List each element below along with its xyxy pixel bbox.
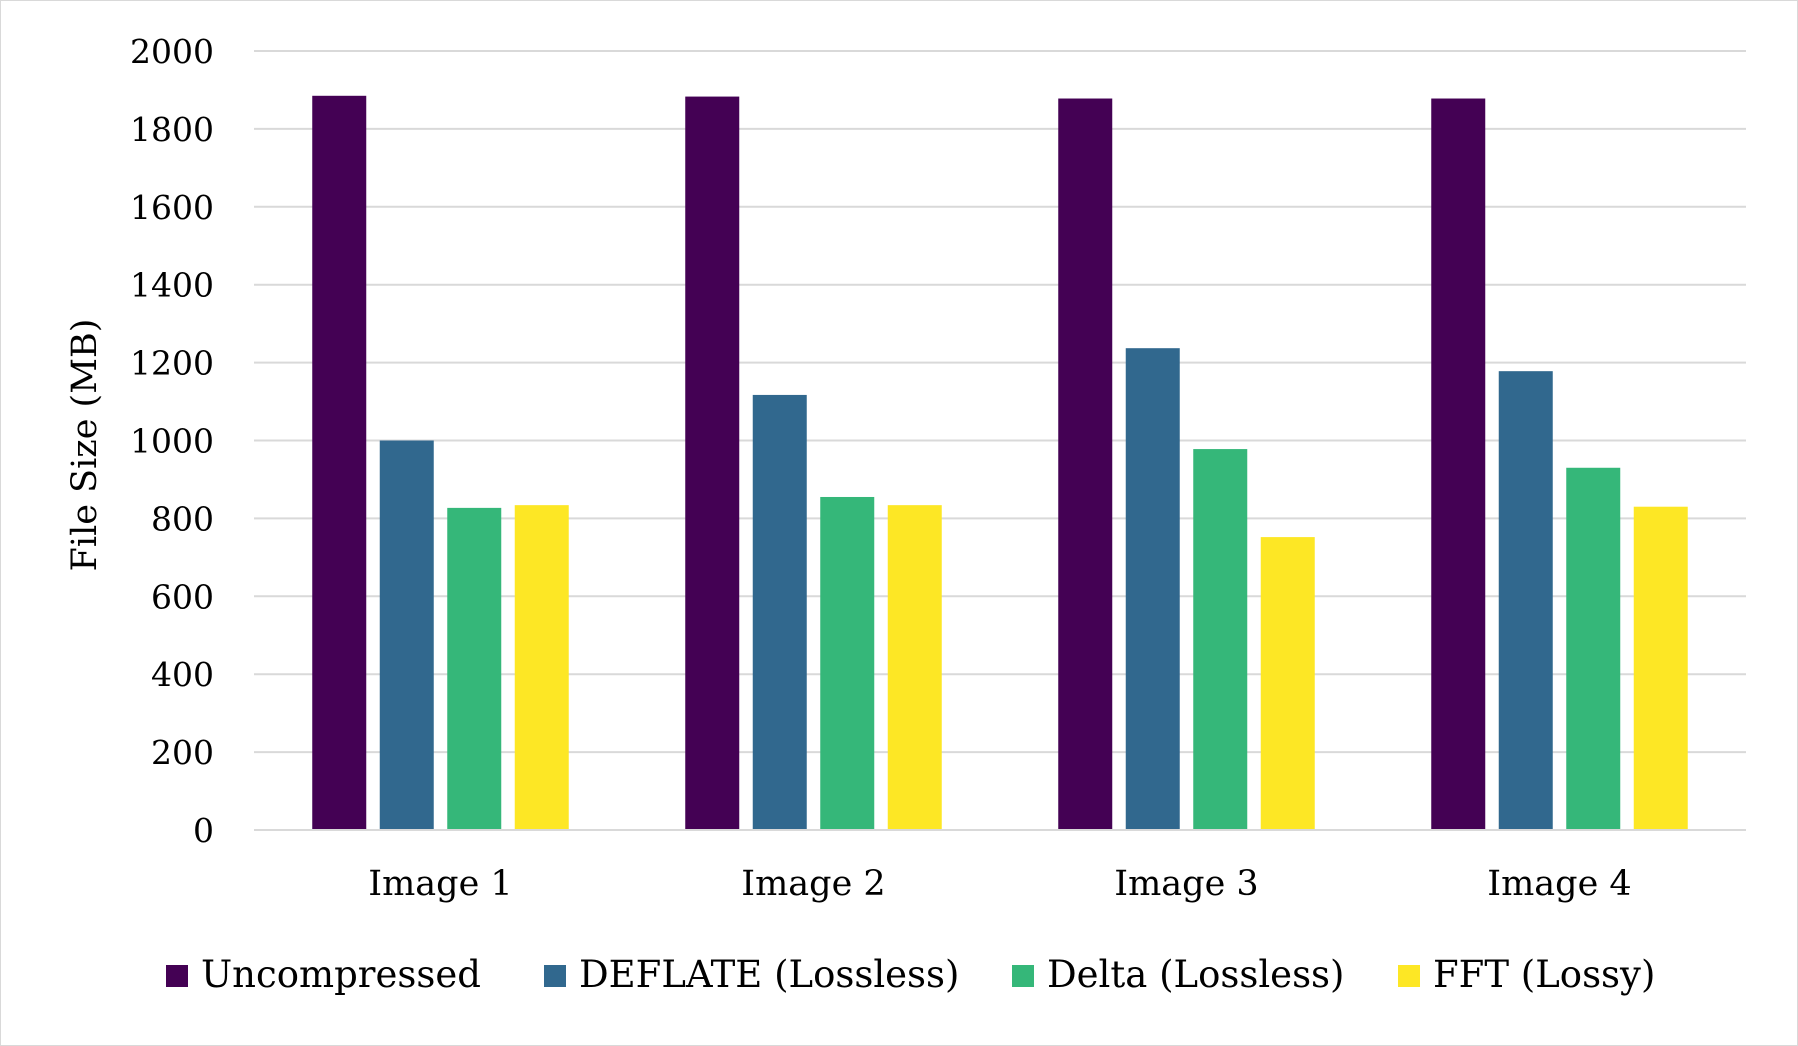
y-tick-label: 0 — [193, 811, 214, 850]
bar — [1566, 467, 1621, 830]
x-category-label: Image 2 — [741, 864, 885, 904]
legend-label: Uncompressed — [201, 953, 481, 996]
legend-item: FFT (Lossy) — [1398, 953, 1655, 996]
bar — [1193, 449, 1248, 830]
x-axis-category-labels: Image 1 Image 2 Image 3 Image 4 — [368, 864, 1631, 904]
bar — [1058, 98, 1113, 831]
legend-item: Delta (Lossless) — [1012, 953, 1344, 996]
y-tick-label: 1200 — [130, 344, 214, 383]
bar — [685, 96, 740, 830]
bar — [1260, 537, 1315, 830]
legend-swatch — [544, 965, 566, 987]
legend-swatch — [1398, 965, 1420, 987]
bar — [1498, 371, 1553, 830]
x-category-label: Image 3 — [1114, 864, 1258, 904]
legend-label: Delta (Lossless) — [1047, 953, 1344, 996]
bar — [312, 95, 367, 831]
bar — [820, 496, 875, 830]
legend-label: FFT (Lossy) — [1433, 953, 1655, 996]
y-tick-label: 800 — [151, 499, 214, 538]
x-category-label: Image 1 — [368, 864, 512, 904]
bar — [379, 440, 434, 830]
bar — [447, 507, 502, 830]
bars — [312, 95, 1688, 831]
y-axis-tick-labels: 0 200 400 600 800 1000 1200 1400 1600 1800 2000 — [130, 32, 214, 850]
bar — [1633, 506, 1688, 830]
legend-swatch — [1012, 965, 1034, 987]
bar — [887, 505, 942, 830]
y-axis-title: File Size (MB) — [65, 319, 105, 572]
y-tick-label: 1000 — [130, 422, 214, 461]
y-tick-label: 2000 — [130, 32, 214, 71]
legend: Uncompressed DEFLATE (Lossless) Delta (Los… — [166, 953, 1655, 996]
y-tick-label: 1800 — [130, 110, 214, 149]
y-tick-label: 600 — [151, 577, 214, 616]
y-tick-label: 1400 — [130, 266, 214, 305]
bar — [752, 394, 807, 830]
gridlines — [254, 50, 1746, 754]
x-category-label: Image 4 — [1487, 864, 1631, 904]
legend-item: DEFLATE (Lossless) — [544, 953, 959, 996]
y-tick-label: 400 — [151, 655, 214, 694]
bar — [1125, 348, 1180, 830]
y-tick-label: 1600 — [130, 188, 214, 227]
y-tick-label: 200 — [151, 733, 214, 772]
bar — [514, 505, 569, 830]
legend-item: Uncompressed — [166, 953, 481, 996]
legend-swatch — [166, 965, 188, 987]
legend-label: DEFLATE (Lossless) — [579, 953, 959, 996]
bar — [1431, 98, 1486, 831]
